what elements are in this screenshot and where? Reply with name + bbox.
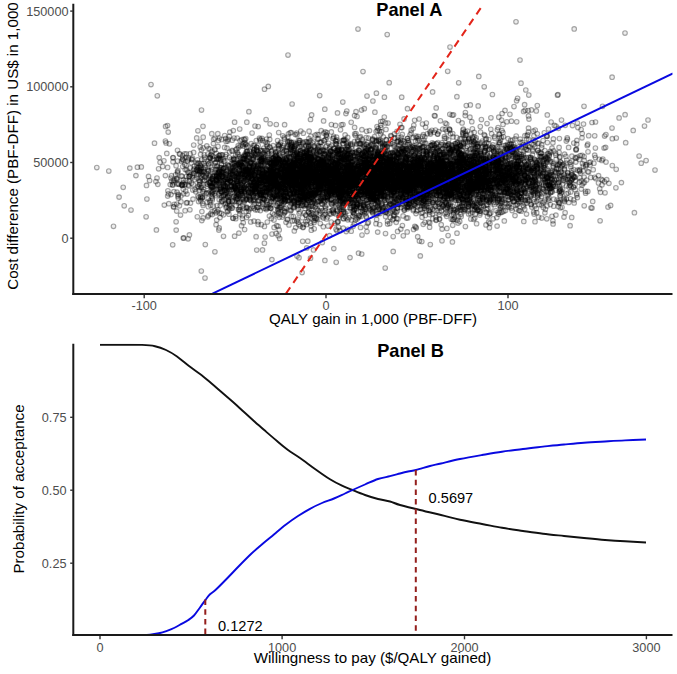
svg-text:150000: 150000 [26, 5, 68, 19]
svg-text:100: 100 [497, 299, 518, 313]
svg-text:3000: 3000 [632, 641, 660, 655]
svg-text:Panel A: Panel A [376, 0, 442, 20]
svg-text:QALY gain in 1,000 (PBF-DFF): QALY gain in 1,000 (PBF-DFF) [269, 310, 477, 327]
svg-text:50000: 50000 [33, 156, 68, 170]
svg-text:0: 0 [61, 232, 68, 246]
svg-text:0.50: 0.50 [42, 484, 67, 498]
svg-text:0: 0 [96, 641, 103, 655]
svg-text:0.5697: 0.5697 [429, 490, 474, 506]
svg-text:100000: 100000 [26, 80, 68, 94]
svg-text:0.1272: 0.1272 [218, 618, 263, 634]
svg-text:-100: -100 [131, 299, 156, 313]
svg-text:0.75: 0.75 [42, 411, 67, 425]
svg-text:Willingness to pay ($/QALY gai: Willingness to pay ($/QALY gained) [254, 649, 492, 666]
svg-text:Panel B: Panel B [377, 341, 444, 361]
svg-text:0.25: 0.25 [42, 557, 67, 571]
svg-text:Probability of acceptance: Probability of acceptance [10, 404, 27, 573]
svg-text:Cost difference (PBF-DFF) in U: Cost difference (PBF-DFF) in US$ in 1,00… [4, 2, 21, 290]
